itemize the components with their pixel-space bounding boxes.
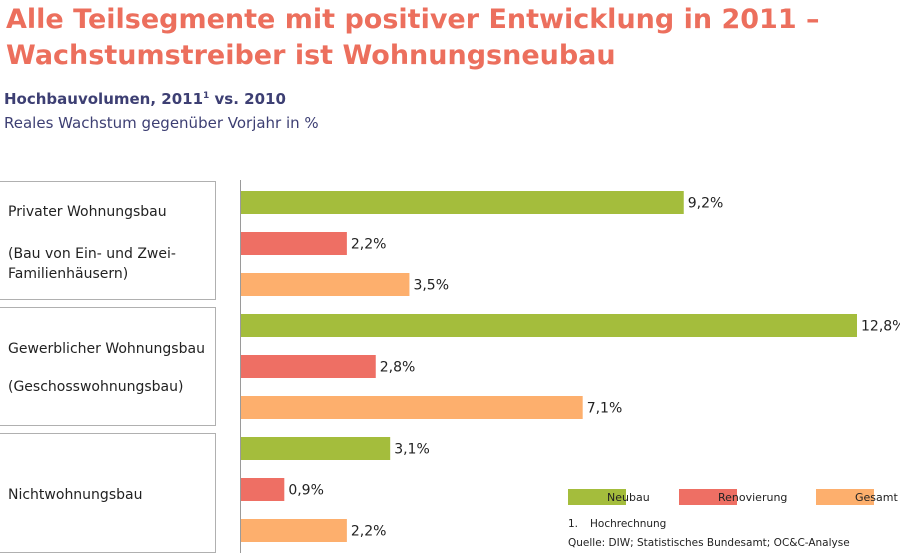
subtitle-main: Hochbauvolumen, 2011 [4,90,204,108]
chart-title: Alle Teilsegmente mit positiver Entwickl… [6,4,820,71]
legend-swatch-renovierung [679,489,737,505]
chart-subtitle: Hochbauvolumen, 20111 vs. 2010 [4,90,286,108]
data-label-renovierung-privater-wohnungsbau: 2,2% [351,237,387,253]
category-label-line: (Bau von Ein- und Zwei- [8,246,176,262]
data-label-renovierung-nichtwohnungsbau: 0,9% [288,483,324,499]
footnote-text: Hochrechnung [590,518,667,530]
legend-swatch-neubau [568,489,626,505]
subtitle-footnote-marker: 1 [203,91,210,101]
category-label-privater-wohnungsbau: Privater Wohnungsbau (Bau von Ein- und Z… [0,181,216,300]
data-label-neubau-nichtwohnungsbau: 3,1% [394,442,430,458]
value-axis-baseline [240,180,241,553]
data-label-neubau-gewerblicher-wohnungsbau: 12,8% [861,319,900,335]
category-label-line: Nichtwohnungsbau [8,487,143,503]
category-label-line: (Geschosswohnungsbau) [8,379,184,395]
bar-renovierung-privater-wohnungsbau [241,232,347,255]
category-label-line: Familienhäusern) [8,266,129,282]
category-label-nichtwohnungsbau: Nichtwohnungsbau [0,433,216,553]
data-label-gesamt-gewerblicher-wohnungsbau: 7,1% [587,401,623,417]
category-label-gewerblicher-wohnungsbau: Gewerblicher Wohnungsbau (Geschosswohnun… [0,307,216,426]
bar-neubau-nichtwohnungsbau [241,437,391,460]
unit-label: Reales Wachstum gegenüber Vorjahr in % [4,114,319,132]
data-label-gesamt-privater-wohnungsbau: 3,5% [413,278,449,294]
category-label-line: Gewerblicher Wohnungsbau [8,341,205,357]
bar-neubau-privater-wohnungsbau [241,191,684,214]
bar-renovierung-nichtwohnungsbau [241,478,285,501]
bar-gesamt-nichtwohnungsbau [241,519,347,542]
data-label-neubau-privater-wohnungsbau: 9,2% [688,196,724,212]
category-label-line: Privater Wohnungsbau [8,204,167,220]
bar-neubau-gewerblicher-wohnungsbau [241,314,857,337]
footnote-number: 1. [568,518,579,530]
legend-label-renovierung: Renovierung [718,491,788,504]
legend-swatch-gesamt [816,489,874,505]
bar-gesamt-gewerblicher-wohnungsbau [241,396,583,419]
data-label-renovierung-gewerblicher-wohnungsbau: 2,8% [380,360,416,376]
subtitle-tail: vs. 2010 [209,90,286,108]
legend-label-gesamt: Gesamt [855,491,898,504]
legend-label-neubau: Neubau [607,491,650,504]
data-label-gesamt-nichtwohnungsbau: 2,2% [351,524,387,540]
source-note: Quelle: DIW; Statistisches Bundesamt; OC… [568,537,850,549]
bar-gesamt-privater-wohnungsbau [241,273,410,296]
bar-renovierung-gewerblicher-wohnungsbau [241,355,376,378]
